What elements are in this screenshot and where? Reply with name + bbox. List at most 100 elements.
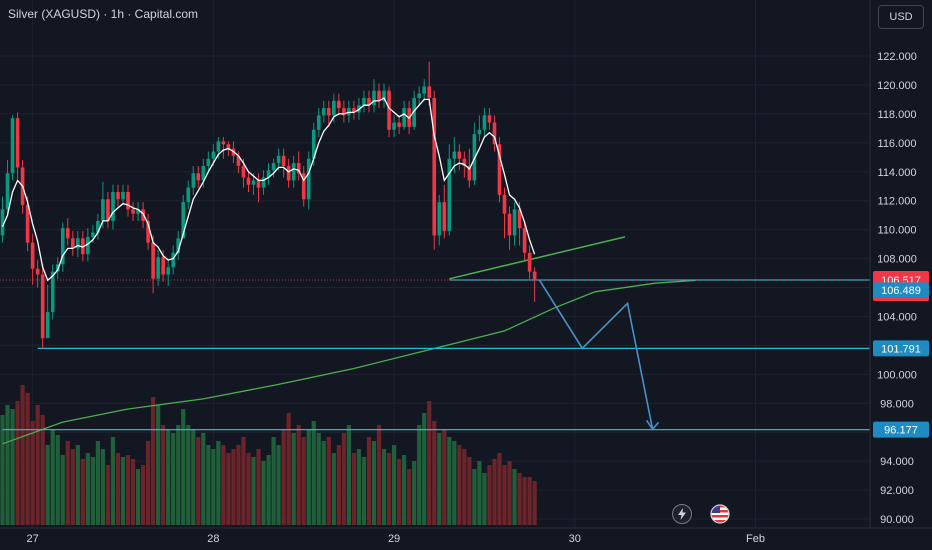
volume-bar: [457, 445, 462, 525]
candle-body: [311, 129, 316, 159]
candle-body: [487, 115, 492, 123]
volume-bar: [422, 413, 427, 525]
volume-bar: [366, 437, 372, 525]
candle-body: [196, 173, 201, 181]
candle-body: [126, 192, 130, 210]
price-tick-label: 114.000: [878, 167, 917, 179]
volume-bar: [110, 437, 116, 525]
candle-body: [412, 97, 416, 127]
candle-body: [281, 155, 286, 166]
volume-bar: [246, 453, 251, 525]
time-axis[interactable]: [0, 528, 932, 550]
target-level-tag-bg: [873, 421, 929, 438]
candle-body: [502, 194, 507, 214]
candle-body: [156, 257, 160, 279]
volume-bar: [25, 393, 30, 525]
volume-bar: [346, 425, 351, 525]
candle-body: [251, 180, 256, 185]
candle-body: [442, 202, 447, 232]
volume-bar: [306, 429, 311, 525]
candle-body: [236, 155, 241, 166]
us-flag-event-icon[interactable]: [710, 504, 730, 524]
volume-bar: [15, 401, 20, 525]
volume-bar: [351, 453, 357, 525]
volume-bar: [251, 457, 256, 525]
volume-bar: [371, 441, 377, 525]
price-tick-label: 92.000: [880, 485, 914, 497]
lightning-event-icon[interactable]: [672, 504, 692, 524]
volume-bar: [95, 441, 100, 525]
candle-body: [397, 122, 401, 127]
candle-body: [306, 158, 311, 200]
volume-bar: [90, 457, 95, 525]
volume-bar: [181, 409, 186, 525]
volume-bar: [171, 433, 176, 525]
candle-body: [447, 158, 452, 232]
volume-bar: [241, 437, 246, 525]
projection-arrowhead: [645, 419, 660, 431]
currency-button[interactable]: USD: [878, 5, 924, 29]
candle-body: [372, 90, 376, 106]
volume-bar: [321, 441, 326, 525]
candle-body: [70, 238, 75, 249]
candle-body: [296, 163, 301, 174]
candle-body: [362, 97, 366, 106]
candle-body: [76, 238, 80, 249]
candle-body: [91, 232, 95, 237]
candle-body: [191, 173, 196, 188]
candle-body: [387, 90, 391, 130]
volume-bar: [226, 453, 231, 525]
time-tick-label: 30: [569, 533, 581, 545]
volume-bar: [211, 449, 216, 525]
volume-bar: [527, 477, 532, 525]
volume-bar: [80, 459, 85, 525]
candle-body: [477, 129, 482, 135]
volume-bar: [186, 425, 191, 525]
candle-body: [25, 205, 30, 243]
volume-bar: [45, 445, 50, 525]
candle-body: [517, 209, 522, 229]
volume-bar: [120, 457, 126, 525]
volume-bar: [196, 437, 201, 525]
volume-bar: [296, 425, 301, 525]
volume-bar: [271, 437, 276, 525]
volume-bar: [85, 453, 90, 525]
candle-body: [452, 151, 457, 159]
volume-bar: [40, 415, 45, 525]
volume-bar: [60, 455, 65, 525]
price-tick-label: 108.000: [877, 254, 917, 266]
candle-body: [427, 86, 432, 98]
volume-bar: [115, 453, 121, 525]
volume-bar: [20, 385, 25, 525]
support-level-tag: 101.791: [881, 343, 921, 355]
volume-bar: [376, 425, 382, 525]
candle-body: [392, 122, 396, 130]
candle-body: [50, 271, 55, 313]
candle-body: [226, 144, 231, 149]
price-tick-label: 112.000: [878, 196, 917, 208]
volume-bar: [140, 465, 146, 525]
volume-bar: [311, 421, 316, 525]
candle-body: [116, 192, 120, 200]
candle-body: [146, 220, 150, 243]
candle-body: [321, 108, 326, 116]
candle-body: [261, 177, 266, 188]
volume-bar: [301, 437, 306, 525]
rising-trendline[interactable]: [449, 236, 626, 280]
volume-bar: [221, 445, 226, 525]
candle-body: [332, 100, 336, 116]
volume-bar: [236, 445, 241, 525]
candle-body: [422, 86, 426, 94]
slow-moving-average-line: [2, 279, 696, 445]
volume-bar: [30, 421, 35, 525]
candle-body: [111, 192, 115, 221]
candle-body: [171, 252, 175, 268]
volume-bar: [502, 465, 507, 525]
volume-bar: [191, 429, 196, 525]
candle-body: [507, 213, 512, 236]
volume-bar: [467, 457, 472, 525]
volume-bar: [462, 449, 467, 525]
projection-path[interactable]: [538, 279, 654, 430]
volume-bar: [326, 437, 331, 525]
